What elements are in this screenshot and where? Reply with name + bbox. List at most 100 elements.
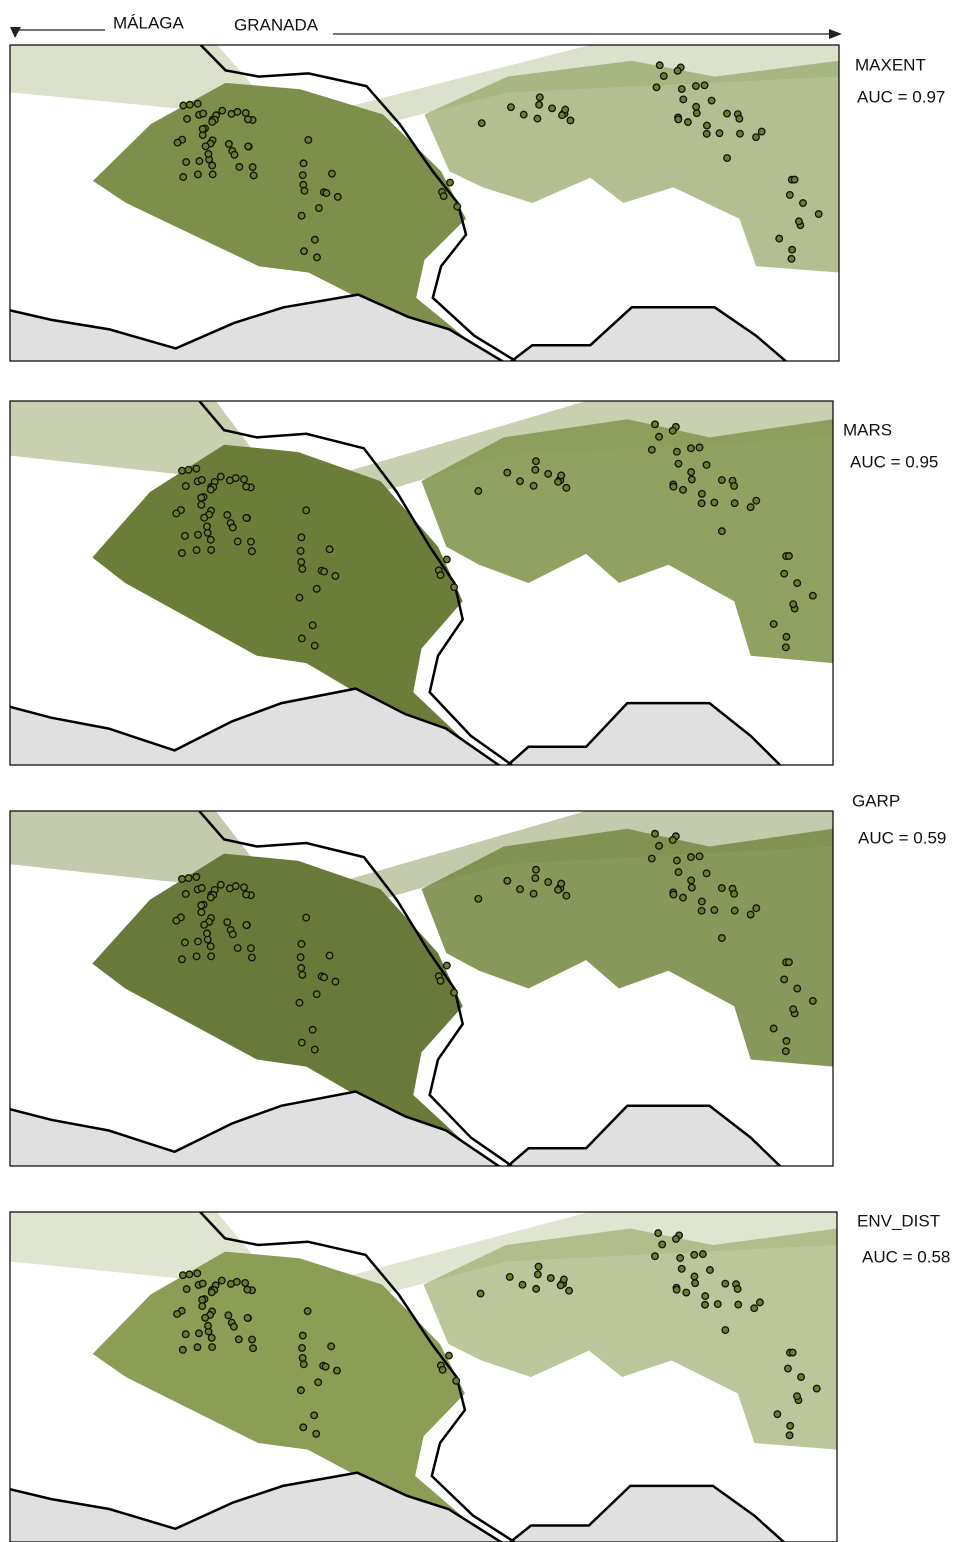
occurrence-point	[784, 958, 793, 967]
occurrence-point	[192, 952, 201, 961]
occurrence-point	[208, 170, 217, 179]
occurrence-point	[216, 880, 225, 889]
occurrence-point	[793, 1392, 801, 1401]
map-content	[10, 401, 833, 765]
occurrence-point	[535, 100, 544, 109]
occurrence-point	[297, 558, 306, 566]
occurrence-point	[300, 186, 309, 195]
occurrence-point	[697, 897, 706, 906]
region-label: GRANADA	[234, 15, 319, 34]
occurrence-point	[312, 1429, 321, 1438]
occurrence-point	[757, 127, 766, 136]
occurrence-point	[184, 465, 193, 474]
occurrence-point	[193, 1343, 202, 1352]
occurrence-point	[781, 643, 790, 652]
occurrence-point	[203, 935, 212, 944]
occurrence-point	[194, 937, 202, 946]
occurrence-point	[518, 1280, 527, 1289]
occurrence-point	[668, 426, 677, 435]
occurrence-point	[304, 135, 313, 144]
occurrence-point	[557, 879, 566, 888]
occurrence-point	[721, 1279, 730, 1288]
occurrence-point	[216, 472, 225, 481]
occurrence-point	[197, 908, 206, 917]
occurrence-point	[246, 537, 255, 546]
occurrence-point	[299, 159, 308, 168]
occurrence-point	[442, 961, 451, 970]
occurrence-point	[224, 1311, 233, 1320]
occurrence-point	[544, 878, 553, 887]
occurrence-point	[231, 474, 240, 482]
occurrence-point	[295, 593, 304, 602]
occurrence-point	[193, 99, 202, 108]
occurrence-point	[333, 1366, 341, 1375]
occurrence-point	[797, 1373, 806, 1381]
occurrence-point	[248, 1335, 257, 1344]
occurrence-point	[697, 906, 706, 915]
occurrence-point	[203, 528, 212, 537]
occurrence-point	[783, 1364, 792, 1373]
occurrence-point	[295, 998, 304, 1007]
occurrence-point	[713, 1300, 722, 1309]
occurrence-point	[647, 445, 656, 454]
occurrence-point	[242, 890, 251, 899]
occurrence-point	[669, 482, 678, 491]
occurrence-point	[532, 1284, 541, 1293]
occurrence-point	[207, 1333, 216, 1342]
occurrence-point	[446, 178, 454, 187]
occurrence-point	[297, 634, 306, 643]
occurrence-point	[200, 513, 209, 522]
occurrence-point	[659, 72, 668, 80]
occurrence-point	[179, 101, 188, 110]
occurrence-point	[178, 1345, 187, 1354]
occurrence-point	[243, 115, 252, 124]
occurrence-point	[702, 461, 711, 469]
occurrence-point	[730, 889, 739, 898]
occurrence-point	[683, 118, 692, 127]
occurrence-point	[207, 1288, 216, 1297]
occurrence-point	[297, 964, 306, 972]
occurrence-point	[773, 1410, 782, 1419]
occurrence-point	[655, 432, 664, 441]
occurrence-point	[312, 990, 321, 999]
occurrence-point	[313, 253, 321, 262]
occurrence-point	[651, 420, 659, 429]
occurrence-point	[695, 443, 704, 452]
occurrence-point	[206, 535, 215, 544]
occurrence-point	[697, 489, 706, 498]
occurrence-point	[204, 149, 213, 158]
occurrence-point	[669, 890, 678, 899]
occurrence-point	[298, 1343, 306, 1352]
map-content	[10, 811, 833, 1166]
occurrence-point	[710, 906, 719, 914]
occurrence-point	[735, 114, 744, 123]
coastline	[10, 293, 788, 361]
occurrence-point	[193, 170, 202, 179]
occurrence-point	[562, 483, 571, 492]
occurrence-point	[299, 1423, 308, 1432]
occurrence-point	[687, 468, 696, 477]
occurrence-point	[201, 142, 210, 151]
occurrence-point	[327, 1342, 336, 1351]
occurrence-point	[674, 459, 683, 468]
occurrence-point	[535, 93, 544, 102]
occurrence-point	[672, 1234, 680, 1243]
occurrence-point	[310, 641, 319, 650]
occurrence-point	[302, 913, 311, 922]
occurrence-point	[784, 552, 793, 560]
occurrence-point	[554, 885, 562, 894]
occurrence-point	[327, 169, 336, 178]
occurrence-point	[782, 632, 791, 641]
occurrence-point	[647, 854, 656, 863]
occurrence-point	[690, 1250, 699, 1259]
occurrence-point	[246, 944, 255, 953]
occurrence-point	[702, 121, 711, 130]
occurrence-point	[203, 929, 211, 938]
occurrence-point	[297, 1038, 306, 1047]
occurrence-point	[298, 1331, 307, 1340]
occurrence-point	[203, 522, 211, 531]
occurrence-point	[700, 81, 709, 90]
occurrence-point	[658, 1240, 667, 1249]
occurrence-point	[223, 511, 232, 519]
occurrence-point	[247, 953, 256, 962]
